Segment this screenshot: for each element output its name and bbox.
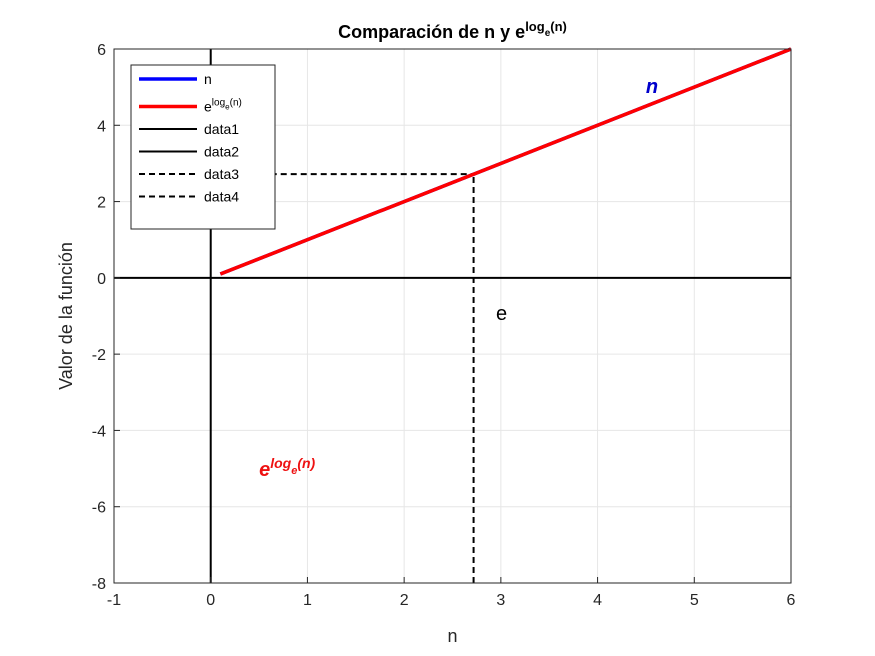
- x-tick-label: 2: [400, 592, 409, 609]
- expr-base: e: [259, 459, 270, 481]
- expr-base: Comparación de n y e: [338, 22, 525, 42]
- legend-box: [130, 64, 276, 230]
- series-line-exp-log-n: [219, 47, 792, 276]
- y-axis-label: Valor de la función: [56, 242, 76, 390]
- legend-label: n: [204, 71, 212, 87]
- tick-layer: -1 0 1 2 3 4 5 6 -8 -6 -4 -2 0 2 4 6: [92, 42, 796, 609]
- annotation-2: eloge(n): [259, 455, 315, 481]
- expr-superscript: log: [525, 19, 545, 34]
- x-tick-label: 3: [496, 592, 505, 609]
- legend-label: data2: [204, 144, 239, 160]
- y-tick-label: -2: [92, 347, 106, 364]
- x-tick-label: 5: [690, 592, 699, 609]
- expr-superscript: log: [270, 455, 291, 471]
- annotation-1: e: [496, 303, 507, 325]
- expr-base: e: [204, 99, 212, 115]
- y-tick-label: 0: [97, 271, 106, 288]
- expr-superscript-end: (n): [230, 98, 242, 109]
- plot-area-border: [113, 48, 792, 584]
- expr-subscript: e: [225, 103, 230, 112]
- chart-title: Comparación de n y eloge(n): [338, 19, 567, 42]
- legend-label: eloge(n): [204, 98, 242, 115]
- x-axis-label: n: [447, 626, 457, 646]
- y-tick-label: -8: [92, 576, 106, 593]
- legend-label: data1: [204, 121, 239, 137]
- y-tick-label: -4: [92, 423, 106, 440]
- annotation-0: n: [646, 76, 658, 98]
- y-tick-label: 4: [97, 118, 106, 135]
- expr-superscript-end: (n): [550, 19, 567, 34]
- legend-label: data4: [204, 189, 239, 205]
- x-tick-label: -1: [107, 592, 121, 609]
- expr-subscript: e: [545, 28, 551, 39]
- x-tick-label: 6: [787, 592, 796, 609]
- x-tick-label: 1: [303, 592, 312, 609]
- legend-label: data3: [204, 166, 239, 182]
- expr-superscript-end: (n): [297, 455, 315, 471]
- x-tick-label: 0: [206, 592, 215, 609]
- expr-superscript: log: [212, 98, 225, 109]
- y-tick-label: 2: [97, 195, 106, 212]
- y-tick-label: 6: [97, 42, 106, 59]
- expr-subscript: e: [291, 465, 297, 477]
- y-tick-label: -6: [92, 500, 106, 517]
- x-tick-label: 4: [593, 592, 602, 609]
